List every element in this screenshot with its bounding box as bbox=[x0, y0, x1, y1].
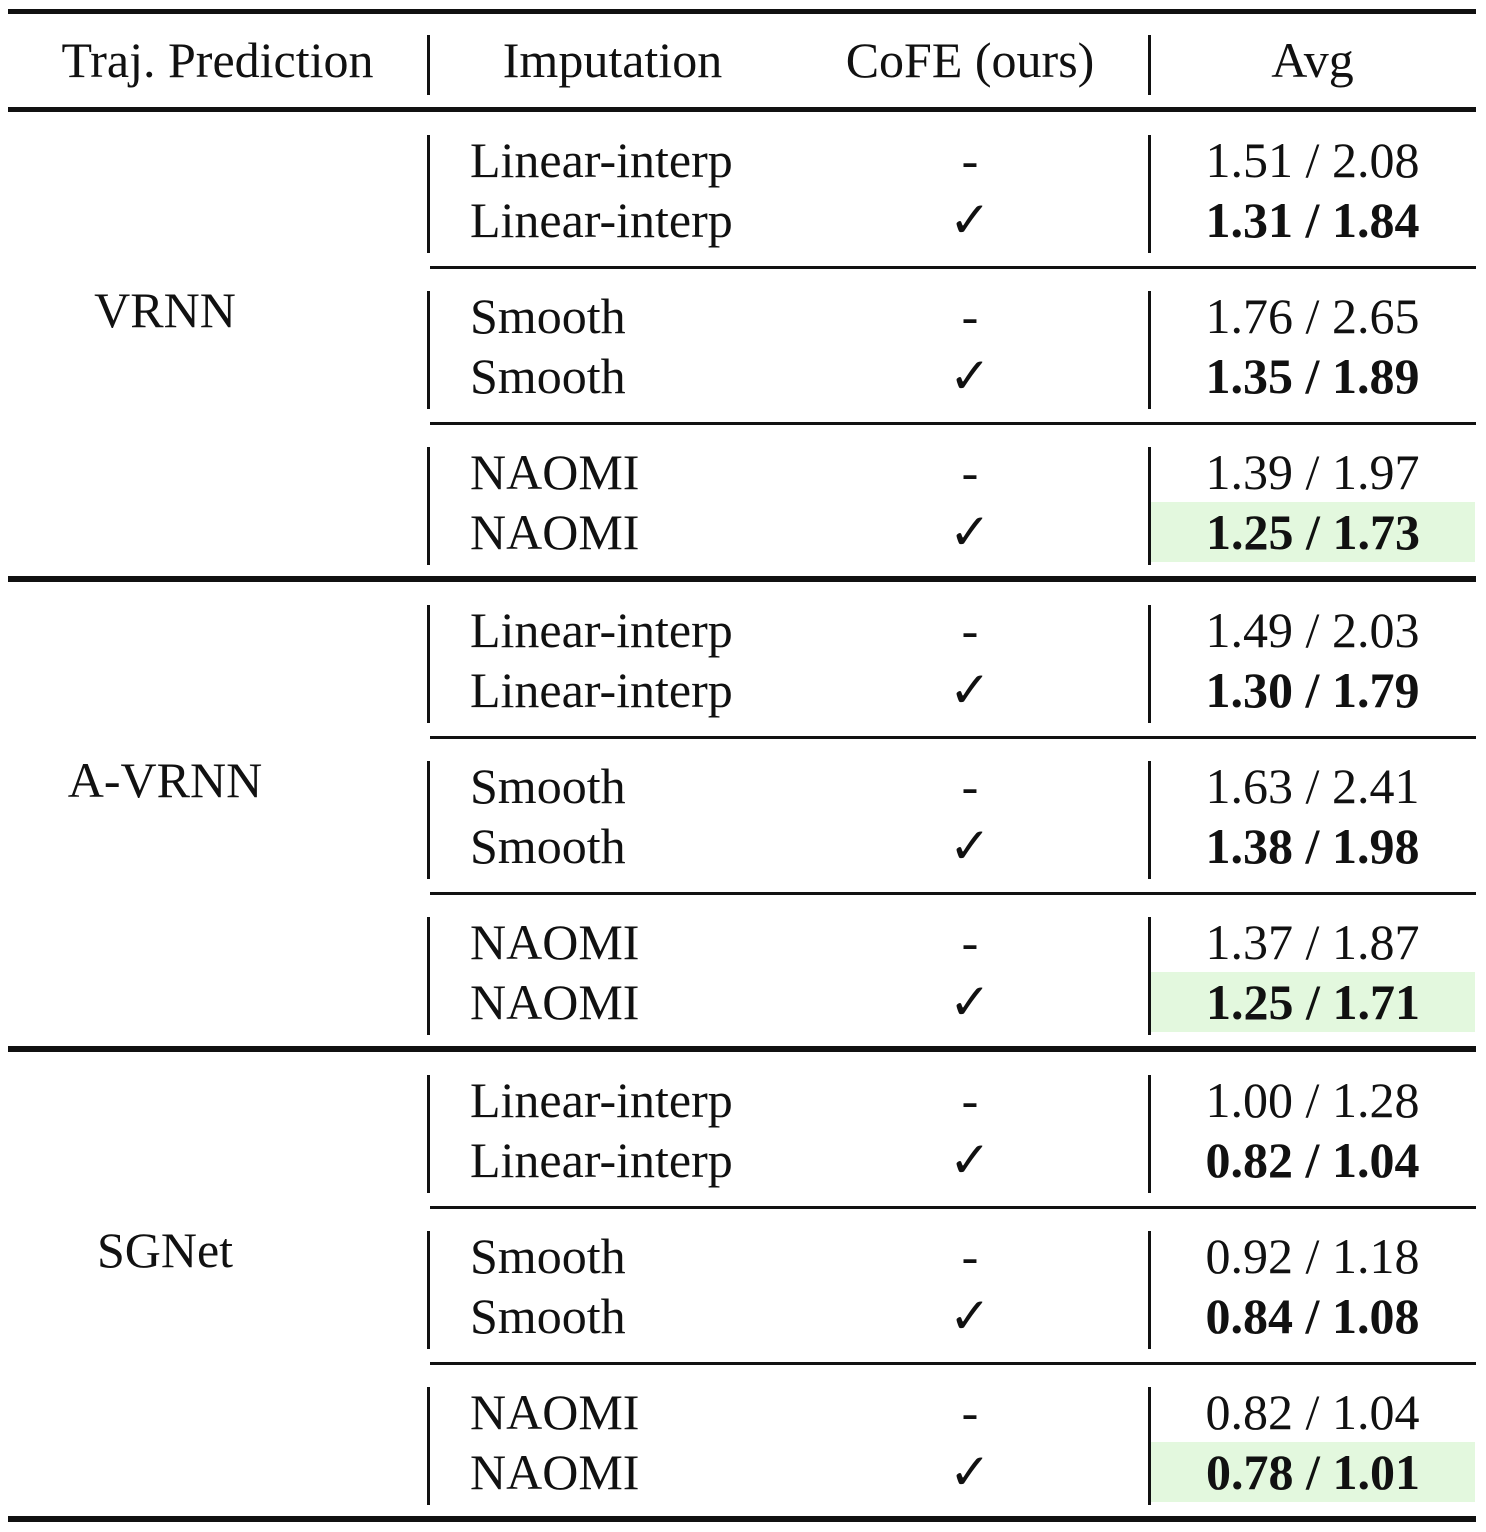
check-icon: ✓ bbox=[949, 1288, 991, 1344]
pair-rule bbox=[430, 266, 1476, 269]
avg-cell: 1.63 / 2.41 bbox=[1205, 758, 1420, 814]
top-rule bbox=[8, 9, 1476, 14]
check-icon: ✓ bbox=[949, 192, 991, 248]
avg-cell: 1.76 / 2.65 bbox=[1205, 288, 1420, 344]
imputation-cell: NAOMI bbox=[470, 1444, 640, 1500]
header-divider-2 bbox=[1148, 35, 1151, 95]
imputation-cell: Smooth bbox=[470, 1288, 626, 1344]
imputation-cell: Linear-interp bbox=[470, 132, 733, 188]
check-icon: ✓ bbox=[949, 1444, 991, 1500]
column-divider-left bbox=[427, 605, 430, 723]
pair-rule bbox=[430, 422, 1476, 425]
avg-cell: 1.38 / 1.98 bbox=[1205, 818, 1420, 874]
avg-cell: 1.30 / 1.79 bbox=[1205, 662, 1420, 718]
pair-rule bbox=[430, 1206, 1476, 1209]
avg-cell: 1.37 / 1.87 bbox=[1205, 914, 1420, 970]
column-divider-right bbox=[1148, 1231, 1151, 1349]
pair-rule bbox=[430, 892, 1476, 895]
imputation-cell: Smooth bbox=[470, 758, 626, 814]
column-divider-left bbox=[427, 135, 430, 253]
avg-cell: 1.51 / 2.08 bbox=[1205, 132, 1420, 188]
check-icon: ✓ bbox=[949, 662, 991, 718]
imputation-cell: NAOMI bbox=[470, 914, 640, 970]
column-divider-left bbox=[427, 1075, 430, 1193]
imputation-cell: NAOMI bbox=[470, 1384, 640, 1440]
dash-cell: - bbox=[961, 602, 979, 658]
column-divider-left bbox=[427, 447, 430, 565]
avg-cell: 1.00 / 1.28 bbox=[1205, 1072, 1420, 1128]
column-divider-right bbox=[1148, 1075, 1151, 1193]
column-divider-right bbox=[1148, 447, 1151, 565]
dash-cell: - bbox=[961, 1072, 979, 1128]
avg-cell: 0.82 / 1.04 bbox=[1205, 1384, 1420, 1440]
imputation-cell: Linear-interp bbox=[470, 1132, 733, 1188]
check-icon: ✓ bbox=[949, 818, 991, 874]
imputation-cell: NAOMI bbox=[470, 504, 640, 560]
column-divider-right bbox=[1148, 917, 1151, 1035]
header-divider-1 bbox=[427, 35, 430, 95]
check-icon: ✓ bbox=[949, 974, 991, 1030]
avg-cell: 0.92 / 1.18 bbox=[1205, 1228, 1420, 1284]
header-traj-prediction: Traj. Prediction bbox=[61, 32, 374, 88]
dash-cell: - bbox=[961, 914, 979, 970]
dash-cell: - bbox=[961, 444, 979, 500]
avg-cell: 0.84 / 1.08 bbox=[1205, 1288, 1420, 1344]
avg-cell: 1.25 / 1.71 bbox=[1151, 972, 1475, 1032]
header-rule bbox=[8, 107, 1476, 112]
header-avg: Avg bbox=[1271, 32, 1354, 88]
column-divider-right bbox=[1148, 291, 1151, 409]
column-divider-left bbox=[427, 1387, 430, 1505]
imputation-cell: Smooth bbox=[470, 818, 626, 874]
model-name: SGNet bbox=[96, 1222, 234, 1278]
dash-cell: - bbox=[961, 1228, 979, 1284]
pair-rule bbox=[430, 736, 1476, 739]
avg-cell: 1.39 / 1.97 bbox=[1205, 444, 1420, 500]
bottom-rule bbox=[8, 1516, 1476, 1522]
imputation-cell: Linear-interp bbox=[470, 662, 733, 718]
avg-cell: 0.78 / 1.01 bbox=[1151, 1442, 1475, 1502]
dash-cell: - bbox=[961, 288, 979, 344]
imputation-cell: Linear-interp bbox=[470, 192, 733, 248]
column-divider-left bbox=[427, 917, 430, 1035]
imputation-cell: Linear-interp bbox=[470, 602, 733, 658]
column-divider-right bbox=[1148, 605, 1151, 723]
dash-cell: - bbox=[961, 132, 979, 188]
avg-cell: 0.82 / 1.04 bbox=[1205, 1132, 1420, 1188]
column-divider-right bbox=[1148, 135, 1151, 253]
column-divider-right bbox=[1148, 1387, 1151, 1505]
avg-cell: 1.49 / 2.03 bbox=[1205, 602, 1420, 658]
imputation-cell: NAOMI bbox=[470, 974, 640, 1030]
imputation-cell: Smooth bbox=[470, 1228, 626, 1284]
column-divider-left bbox=[427, 1231, 430, 1349]
avg-cell: 1.35 / 1.89 bbox=[1205, 348, 1420, 404]
avg-cell: 1.31 / 1.84 bbox=[1205, 192, 1420, 248]
check-icon: ✓ bbox=[949, 504, 991, 560]
check-icon: ✓ bbox=[949, 348, 991, 404]
imputation-cell: Smooth bbox=[470, 348, 626, 404]
avg-cell: 1.25 / 1.73 bbox=[1151, 502, 1475, 562]
pair-rule bbox=[430, 1362, 1476, 1365]
imputation-cell: Linear-interp bbox=[470, 1072, 733, 1128]
column-divider-left bbox=[427, 291, 430, 409]
model-name: A-VRNN bbox=[67, 752, 263, 808]
group-rule bbox=[8, 576, 1476, 582]
dash-cell: - bbox=[961, 758, 979, 814]
imputation-cell: Smooth bbox=[470, 288, 626, 344]
check-icon: ✓ bbox=[949, 1132, 991, 1188]
group-rule bbox=[8, 1046, 1476, 1052]
imputation-cell: NAOMI bbox=[470, 444, 640, 500]
header-cofe: CoFE (ours) bbox=[845, 32, 1095, 88]
dash-cell: - bbox=[961, 1384, 979, 1440]
model-name: VRNN bbox=[94, 282, 236, 338]
column-divider-right bbox=[1148, 761, 1151, 879]
column-divider-left bbox=[427, 761, 430, 879]
header-imputation: Imputation bbox=[502, 32, 723, 88]
